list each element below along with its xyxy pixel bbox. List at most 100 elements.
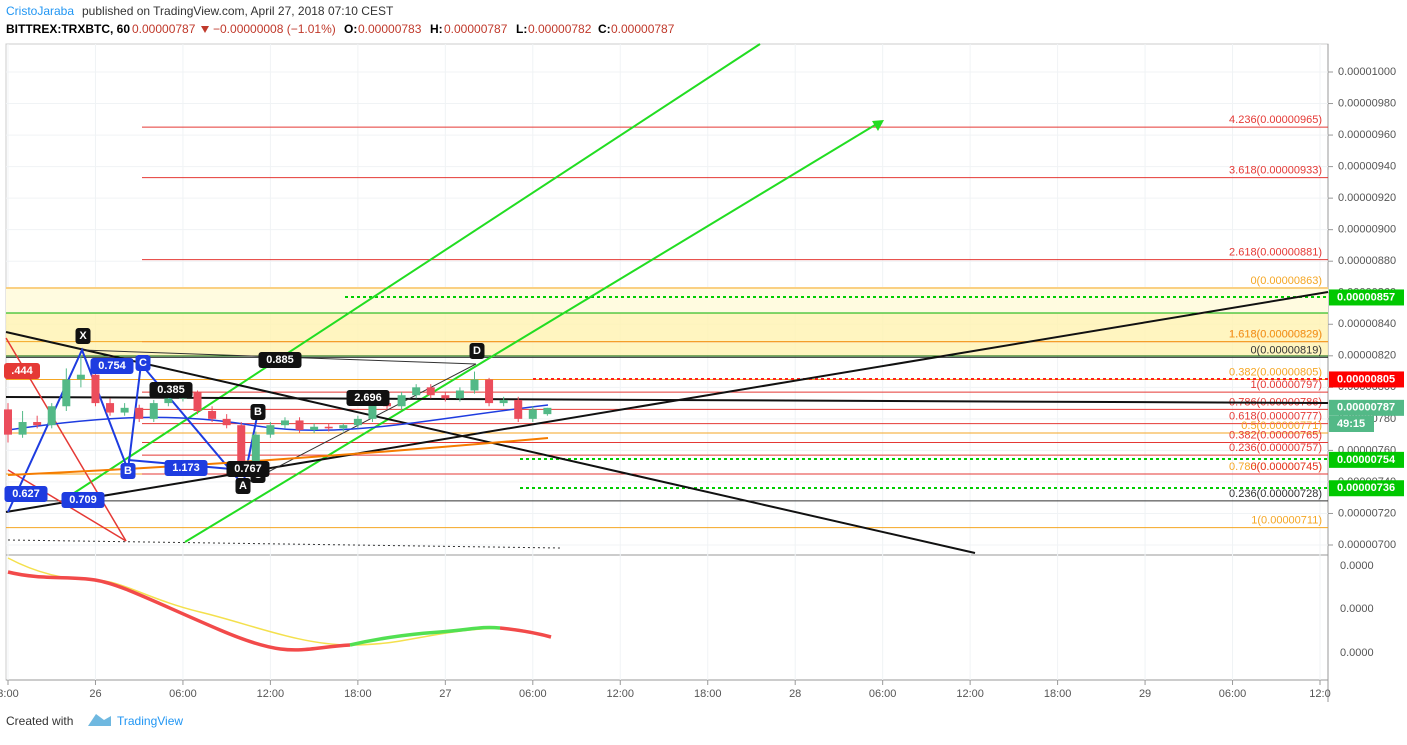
arrow-head [872, 120, 884, 131]
candle-body [426, 387, 435, 396]
indicator-line [499, 626, 552, 639]
indicator-line [7, 570, 351, 652]
pattern-label-box [61, 492, 105, 508]
candle-body [485, 379, 494, 404]
fib-label: 1(0.00000711) [1251, 515, 1322, 527]
price-badge-label: 0.00000857 [1337, 291, 1395, 303]
x-tick-label: 06:00 [169, 688, 197, 700]
x-tick-label: 06:00 [519, 688, 547, 700]
pane-tick-label: 0.0000 [1340, 647, 1374, 659]
candle-body [47, 406, 56, 426]
y-tick-label: 0.00001000 [1338, 66, 1396, 78]
candle-body [135, 407, 144, 419]
footer-brand[interactable]: TradingView [117, 714, 183, 728]
price-badge [1329, 371, 1404, 388]
fib-label: 0(0.00000745) [1250, 461, 1322, 473]
logo [88, 714, 111, 726]
pattern-label: 0.885 [266, 354, 294, 366]
candle-body [33, 422, 42, 426]
level-line [7, 539, 561, 549]
candle-body [499, 399, 508, 404]
trend-line [5, 291, 1329, 513]
fib-label: 0.382(0.00000765) [1229, 429, 1322, 441]
down-arrow [201, 26, 209, 33]
price-badge-label: 0.00000805 [1337, 373, 1395, 385]
h-label: H: [430, 22, 443, 36]
candle-body [324, 426, 333, 429]
fib-label: 0.382(0.00000805) [1229, 366, 1322, 378]
candle-body [412, 387, 421, 396]
x-tick-label: 26 [89, 688, 101, 700]
y-tick-label: 0.00000920 [1338, 192, 1396, 204]
fib-label: 1.618(0.00000829) [1229, 329, 1322, 341]
fib-label: 1.618(0.00000829) [1229, 329, 1322, 341]
footer-text: Created with [6, 714, 73, 728]
price-badge [1329, 451, 1404, 468]
candle-body [543, 407, 552, 415]
pattern-label-box [120, 463, 136, 479]
pattern-labels: XABCD0.8852.6960.3850.7670.754CB1.1730.7… [4, 328, 485, 508]
pattern-label: 0.754 [98, 360, 126, 372]
fib-label: 0.618(0.00000777) [1229, 411, 1322, 423]
pane-tick-label: 0.0000 [1340, 560, 1374, 572]
low: 0.00000782 [528, 22, 592, 36]
last-price: 0.00000787 [132, 22, 196, 36]
candle-body [368, 403, 377, 419]
pattern-label: 0.627 [12, 488, 40, 500]
zone [6, 313, 1328, 356]
pattern-label: X [79, 330, 87, 342]
trend-line [67, 43, 761, 498]
pattern-label-box [469, 343, 485, 359]
pattern-label-box [4, 486, 48, 502]
fib-label: 2.618(0.00000881) [1229, 247, 1322, 259]
x-tick-label: 12:00 [607, 688, 635, 700]
indicator-line [349, 625, 501, 647]
zone [6, 287, 1328, 313]
o-label: O: [344, 22, 357, 36]
candle-body [528, 409, 537, 419]
y-tick-label: 0.00000980 [1338, 97, 1396, 109]
fib-label: 3.618(0.00000933) [1229, 165, 1322, 177]
pane-tick-label: 0.0000 [1340, 603, 1374, 615]
pattern-label: D [473, 345, 481, 357]
price-badge [1329, 480, 1404, 497]
pattern-label: 2.696 [354, 392, 382, 404]
candle-body [62, 379, 71, 407]
y-tick-label: 0.00000820 [1338, 350, 1396, 362]
x-tick-label: 06:00 [1219, 688, 1247, 700]
pattern-label-box [135, 355, 151, 371]
y-tick-label: 0.00000880 [1338, 255, 1396, 267]
x-tick-label: 3:00 [0, 688, 19, 700]
price-badge-label: 0.00000754 [1337, 454, 1396, 466]
x-tick-label: 12:00 [257, 688, 285, 700]
candle-body [339, 425, 348, 429]
y-tick-label: 0.00000900 [1338, 224, 1396, 236]
candles [4, 355, 552, 475]
y-tick-label: 0.00000700 [1338, 539, 1396, 551]
author[interactable]: CristoJaraba [6, 4, 74, 18]
pattern-label-box [4, 363, 40, 379]
pattern-label: 1.173 [172, 462, 200, 474]
candle-body [251, 434, 260, 467]
fib-label: 0.236(0.00000728) [1229, 488, 1322, 500]
candle-body [4, 409, 12, 435]
pattern-label-box [75, 328, 91, 344]
close: 0.00000787 [611, 22, 675, 36]
candle-body [455, 390, 464, 399]
x-tick-label: 18:00 [694, 688, 722, 700]
fib-label: 0(0.00000819) [1250, 344, 1322, 356]
pattern-label-box [235, 478, 251, 494]
candle-body [266, 425, 275, 435]
trend-line [5, 396, 1329, 404]
y-tick-label: 0.00000720 [1338, 507, 1396, 519]
pattern-label-box [346, 390, 390, 406]
pattern-label-box [90, 358, 134, 374]
x-tick-label: 28 [789, 688, 801, 700]
fib-label: 1(0.00000797) [1250, 379, 1322, 391]
candle-body [208, 410, 217, 419]
y-tick-label: 0.00000940 [1338, 161, 1396, 173]
candle-body [222, 418, 231, 426]
fib-label: 0.786(0.00000745) [1229, 461, 1322, 473]
